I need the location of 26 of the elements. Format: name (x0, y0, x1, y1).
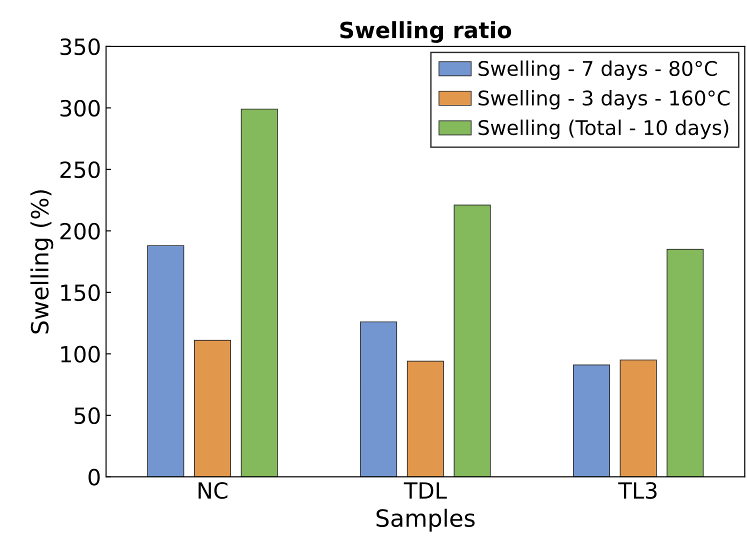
x-tick-label: NC (198, 482, 228, 499)
legend-label: Swelling (Total - 10 days) (478, 120, 728, 140)
bar (240, 108, 278, 477)
bar (406, 360, 444, 477)
bar (454, 204, 491, 477)
bar (194, 340, 232, 477)
bar (620, 360, 657, 477)
y-tick-label: 250 (60, 161, 100, 178)
x-tick-label: TDL (404, 482, 447, 499)
bar (572, 364, 610, 477)
chart-title: Swelling ratio (340, 21, 512, 43)
x-tick-label: TL3 (618, 482, 657, 499)
bar (360, 321, 398, 477)
y-tick-label: 150 (61, 284, 100, 302)
y-tick-label: 100 (61, 346, 100, 363)
bar (666, 248, 704, 477)
y-tick-label: 0 (88, 468, 100, 486)
y-tick-label: 200 (60, 222, 100, 240)
legend-label: Swelling - 3 days - 160°C (478, 90, 730, 110)
y-tick-label: 300 (60, 100, 100, 117)
y-tick-label: 350 (60, 38, 100, 56)
legend-label: Swelling - 7 days - 80°C (478, 60, 717, 80)
x-axis-title: Samples (376, 508, 475, 532)
y-axis-title: Swelling (%) (30, 190, 54, 334)
y-tick-label: 50 (74, 407, 100, 424)
bar (147, 245, 184, 477)
